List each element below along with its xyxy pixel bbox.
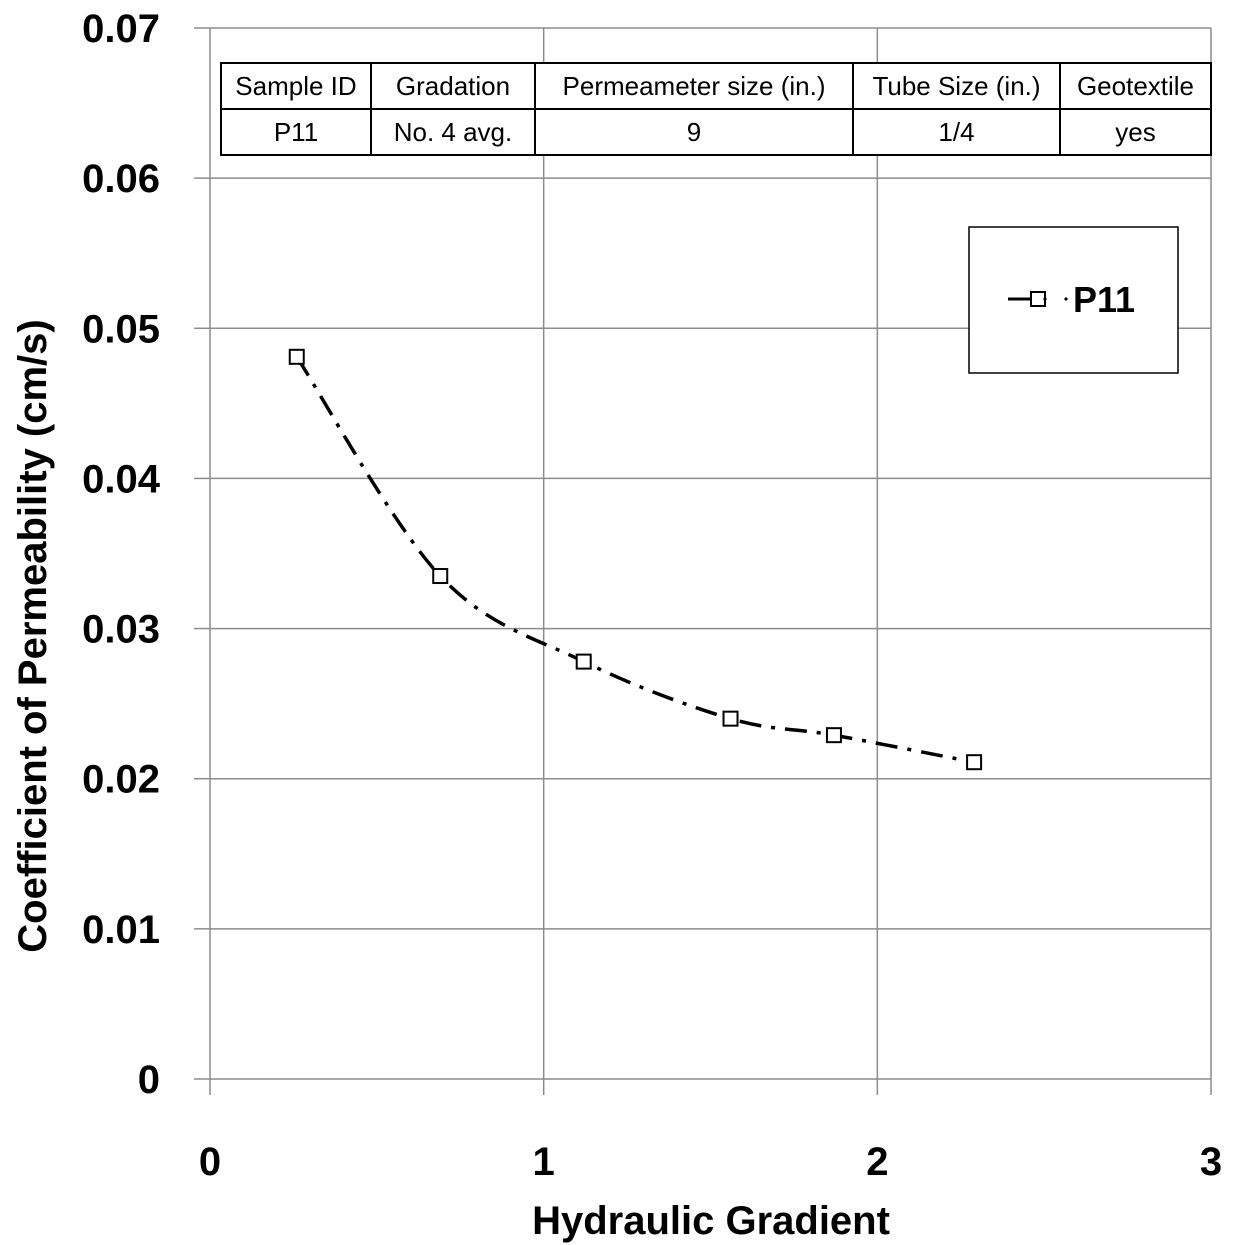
legend-line-dot [1064, 297, 1068, 301]
data-point-marker [575, 653, 592, 670]
axes [194, 27, 1212, 1095]
value-permeameter-size: 9 [534, 108, 854, 156]
x-tick-label: 0 [199, 1140, 221, 1184]
x-tick-label: 3 [1200, 1140, 1222, 1184]
x-tick-labels: 0 1 2 3 [199, 1140, 1222, 1184]
data-point-marker [825, 727, 842, 744]
y-axis-title: Coefficient of Permeability (cm/s) [11, 319, 55, 952]
header-sample-id: Sample ID [220, 62, 372, 110]
value-gradation: No. 4 avg. [370, 108, 536, 156]
x-tick-label: 1 [533, 1140, 555, 1184]
y-tick-label: 0.02 [82, 758, 160, 802]
y-tick-label: 0.05 [82, 307, 160, 351]
header-gradation: Gradation [370, 62, 536, 110]
x-axis-title: Hydraulic Gradient [532, 1199, 890, 1243]
header-geotextile: Geotextile [1059, 62, 1212, 110]
y-tick-labels: 0 0.01 0.02 0.03 0.04 0.05 0.06 0.07 [82, 7, 161, 1102]
data-point-marker [288, 348, 305, 365]
y-tick-label: 0.01 [82, 908, 160, 952]
sample-info-table: Sample ID Gradation Permeameter size (in… [220, 62, 1212, 156]
legend-label-p11: P11 [1073, 279, 1135, 320]
data-point-marker [432, 568, 449, 585]
value-geotextile: yes [1059, 108, 1212, 156]
info-table-header-row: Sample ID Gradation Permeameter size (in… [220, 62, 1212, 110]
header-tube-size: Tube Size (in.) [852, 62, 1061, 110]
data-point-marker [966, 754, 983, 771]
y-tick-label: 0.03 [82, 608, 160, 652]
x-tick-label: 2 [866, 1140, 888, 1184]
legend-marker-dot [1043, 297, 1047, 301]
header-permeameter-size: Permeameter size (in.) [534, 62, 854, 110]
y-tick-label: 0.07 [82, 7, 160, 51]
legend-marker [1030, 291, 1046, 307]
grid-lines [210, 27, 1212, 1079]
info-table-value-row: P11 No. 4 avg. 9 1/4 yes [220, 108, 1212, 156]
value-tube-size: 1/4 [852, 108, 1061, 156]
data-point-marker [722, 710, 739, 727]
y-tick-label: 0 [138, 1058, 160, 1102]
value-sample-id: P11 [220, 108, 372, 156]
legend: P11 [968, 226, 1179, 374]
y-tick-label: 0.04 [82, 457, 161, 501]
legend-box [968, 226, 1179, 374]
y-tick-label: 0.06 [82, 157, 160, 201]
series-line-p11 [295, 355, 975, 764]
series-p11 [288, 348, 983, 771]
